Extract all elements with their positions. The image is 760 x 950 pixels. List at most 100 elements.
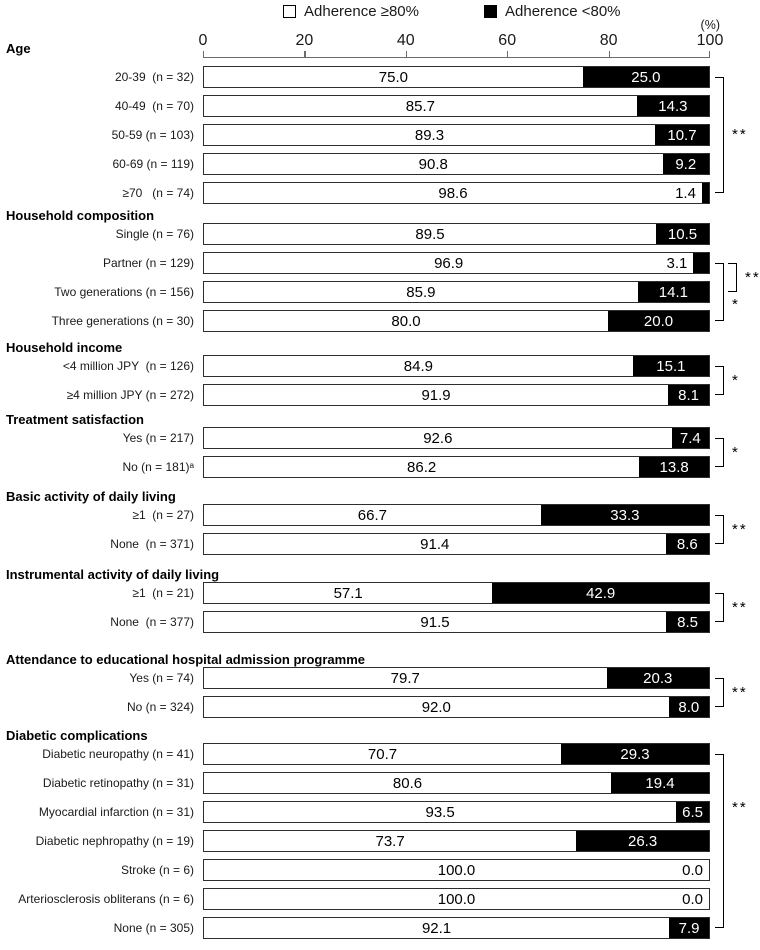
- value-label-nonadherent: 13.8: [659, 458, 689, 476]
- bar-row: ≥1 (n = 21) 57.1 42.9: [0, 582, 760, 611]
- bar-row: Diabetic neuropathy (n = 41) 70.7 29.3: [0, 743, 760, 772]
- value-label-nonadherent: 33.3: [610, 506, 640, 524]
- bar-track: 75.0 25.0: [203, 66, 710, 88]
- legend-label-nonadherent: Adherence <80%: [505, 3, 621, 20]
- value-label-nonadherent: 14.1: [658, 283, 688, 301]
- segment-nonadherent: [668, 385, 709, 405]
- bar-track: 85.9 14.1: [203, 281, 710, 303]
- x-axis-tick-mark: [304, 51, 306, 57]
- row-label: No (n = 324): [126, 700, 194, 714]
- row-label: Yes (n = 217): [122, 431, 194, 445]
- segment-nonadherent: [666, 612, 709, 632]
- x-axis-tick-label: 0: [198, 32, 208, 49]
- sig-label: **: [745, 268, 760, 286]
- value-label-nonadherent: 1.4: [675, 184, 696, 202]
- row-label: Diabetic nephropathy (n = 19): [35, 834, 194, 848]
- bar-track: 89.5 10.5: [203, 223, 710, 245]
- section-title: Diabetic complications: [6, 728, 148, 743]
- bar-track: 100.0 0.0: [203, 859, 710, 881]
- segment-nonadherent: [608, 311, 709, 331]
- bar-row: Three generations (n = 30) 80.0 20.0: [0, 310, 760, 339]
- value-label-nonadherent: 8.6: [676, 535, 698, 553]
- bar-row: Arteriosclerosis obliterans (n = 6) 100.0…: [0, 888, 760, 917]
- bar-track: 70.7 29.3: [203, 743, 710, 765]
- x-axis-unit-label: (%): [700, 18, 720, 32]
- bar-track: 90.8 9.2: [203, 153, 710, 175]
- bar-track: 84.9 15.1: [203, 355, 710, 377]
- sig-label: *: [732, 443, 740, 461]
- bar-row: Stroke (n = 6) 100.0 0.0: [0, 859, 760, 888]
- sig-label: **: [732, 798, 748, 816]
- sig-label: **: [732, 126, 748, 143]
- section-title: Attendance to educational hospital admis…: [6, 652, 366, 667]
- row-label: Stroke (n = 6): [120, 863, 194, 877]
- value-label-nonadherent: 20.3: [643, 669, 673, 687]
- value-label-adherent: 85.7: [405, 97, 435, 115]
- row-label: Three generations (n = 30): [51, 314, 194, 328]
- value-label-nonadherent: 25.0: [631, 68, 661, 86]
- value-label-nonadherent: 14.3: [658, 97, 688, 115]
- sig-bracket: [715, 77, 724, 193]
- bar-row: None (n = 305) 92.1 7.9: [0, 917, 760, 946]
- bar-track: 79.7 20.3: [203, 667, 710, 689]
- value-label-nonadherent: 6.5: [682, 803, 704, 821]
- bar-row: Single (n = 76) 89.5 10.5: [0, 223, 760, 252]
- value-label-adherent: 85.9: [406, 283, 436, 301]
- bar-row: 40-49 (n = 70) 85.7 14.3: [0, 95, 760, 124]
- value-label-nonadherent: 7.9: [678, 919, 700, 937]
- bar-track: 91.4 8.6: [203, 533, 710, 555]
- value-label-adherent: 93.5: [425, 803, 455, 821]
- value-label-adherent: 66.7: [357, 506, 388, 524]
- segment-nonadherent: [701, 183, 709, 203]
- value-label-adherent: 91.5: [420, 613, 450, 631]
- value-label-nonadherent: 15.1: [656, 357, 686, 375]
- section-title: Household income: [6, 340, 123, 355]
- bar-track: 91.9 8.1: [203, 384, 710, 406]
- bar-row: Yes (n = 217) 92.6 7.4: [0, 427, 760, 456]
- row-label: None (n = 377): [110, 615, 194, 629]
- bar-row: Two generations (n = 156) 85.9 14.1: [0, 281, 760, 310]
- legend-label-adherent: Adherence ≥80%: [304, 3, 419, 20]
- bar-row: ≥4 million JPY (n = 272) 91.9 8.1: [0, 384, 760, 413]
- row-label: ≥1 (n = 21): [132, 586, 194, 600]
- sig-bracket: [715, 593, 724, 622]
- value-label-nonadherent: 20.0: [643, 312, 674, 330]
- segment-nonadherent: [671, 428, 709, 448]
- row-label: Myocardial infarction (n = 31): [38, 805, 194, 819]
- section-title: Treatment satisfaction: [6, 412, 144, 427]
- x-axis-tick-mark: [203, 51, 205, 57]
- row-label: 50-59 (n = 103): [111, 128, 194, 142]
- value-label-adherent: 89.5: [415, 225, 445, 243]
- row-label: None (n = 371): [110, 537, 194, 551]
- value-label-adherent: 98.6: [438, 184, 468, 202]
- segment-nonadherent: [582, 67, 709, 87]
- sig-label: *: [732, 371, 740, 389]
- bar-track: 80.6 19.4: [203, 772, 710, 794]
- row-label: Diabetic neuropathy (n = 41): [42, 747, 194, 761]
- x-axis-ruler: [203, 51, 710, 58]
- value-label-adherent: 57.1: [333, 584, 363, 602]
- legend-swatch-adherent-icon: [283, 5, 296, 18]
- sig-bracket: [715, 754, 724, 928]
- value-label-nonadherent: 0.0: [682, 861, 703, 879]
- row-label: None (n = 305): [113, 921, 194, 935]
- value-label-adherent: 92.6: [423, 429, 453, 447]
- x-axis-tick-label: 40: [396, 32, 415, 49]
- section-title-age: Age: [6, 41, 31, 56]
- section: Attendance to educational hospital admis…: [0, 640, 760, 725]
- sig-label: *: [732, 295, 740, 313]
- section: Basic activity of daily living ≥1 (n = 27…: [0, 485, 760, 562]
- bar-track: 66.7 33.3: [203, 504, 710, 526]
- bar-track: 98.6 1.4: [203, 182, 710, 204]
- row-label: ≥4 million JPY (n = 272): [66, 388, 194, 402]
- sig-bracket: [715, 515, 724, 544]
- bar-row: Diabetic nephropathy (n = 19) 73.7 26.3: [0, 830, 760, 859]
- x-axis-tick-mark: [608, 51, 610, 57]
- sig-label: **: [732, 520, 748, 538]
- value-label-nonadherent: 8.5: [677, 613, 698, 631]
- segment-nonadherent: [632, 356, 709, 376]
- value-label-adherent: 84.9: [403, 357, 433, 375]
- bar-row: Myocardial infarction (n = 31) 93.5 6.5: [0, 801, 760, 830]
- bar-row: No (n = 181)ᵃ 86.2 13.8: [0, 456, 760, 485]
